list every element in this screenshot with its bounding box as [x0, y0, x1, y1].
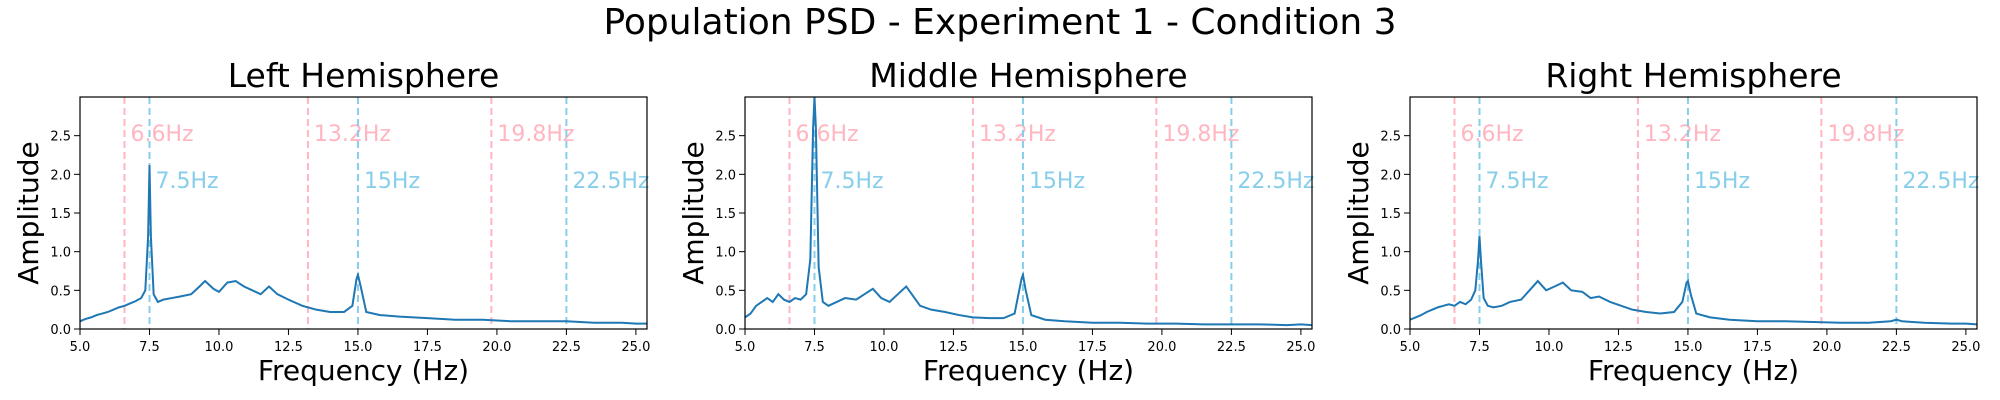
x-tick-label: 12.5 [1604, 340, 1633, 355]
psd-series-line [1410, 236, 1977, 326]
vline-label: 7.5Hz [820, 169, 883, 194]
x-tick-label: 22.5 [552, 340, 581, 355]
x-tick-label: 7.5 [804, 340, 825, 355]
y-tick-label: 2.0 [1380, 168, 1401, 183]
vline-label: 19.8Hz [497, 122, 574, 147]
x-tick-label: 15.0 [1008, 340, 1037, 355]
x-tick-label: 25.0 [1951, 340, 1980, 355]
x-tick-label: 25.0 [1286, 340, 1315, 355]
y-tick-label: 0.5 [1380, 284, 1401, 299]
y-tick-label: 0.0 [1380, 323, 1401, 338]
x-tick-label: 12.5 [274, 340, 303, 355]
vline-label: 19.8Hz [1162, 122, 1239, 147]
x-tick-label: 15.0 [1673, 340, 1702, 355]
y-tick-label: 1.5 [50, 207, 71, 222]
y-tick-label: 0.0 [715, 323, 736, 338]
x-tick-label: 20.0 [1147, 340, 1176, 355]
x-tick-label: 5.0 [70, 340, 91, 355]
subplot-title: Right Hemisphere [1545, 56, 1841, 95]
x-tick-label: 20.0 [482, 340, 511, 355]
vline-label: 22.5Hz [572, 169, 649, 194]
x-tick-label: 17.5 [1743, 340, 1772, 355]
y-tick-label: 1.5 [715, 207, 736, 222]
y-axis-label: Amplitude [1342, 141, 1375, 285]
x-axis-label: Frequency (Hz) [923, 354, 1134, 387]
y-tick-label: 1.0 [50, 246, 71, 261]
psd-series-line [80, 165, 647, 325]
vline-label: 15Hz [1694, 169, 1750, 194]
y-axis-label: Amplitude [677, 141, 710, 285]
x-tick-label: 5.0 [1400, 340, 1421, 355]
vline-label: 22.5Hz [1902, 169, 1979, 194]
x-tick-label: 10.0 [869, 340, 898, 355]
x-tick-label: 12.5 [939, 340, 968, 355]
y-axis-label: Amplitude [12, 141, 45, 285]
vline-label: 15Hz [364, 169, 420, 194]
x-axis-label: Frequency (Hz) [1588, 354, 1799, 387]
vline-label: 13.2Hz [1644, 122, 1721, 147]
vline-label: 19.8Hz [1827, 122, 1904, 147]
vline-label: 22.5Hz [1237, 169, 1314, 194]
y-tick-label: 0.0 [50, 323, 71, 338]
x-tick-label: 10.0 [204, 340, 233, 355]
x-tick-label: 15.0 [343, 340, 372, 355]
y-tick-label: 1.0 [715, 246, 736, 261]
subplot-0: Left Hemisphere 6.6Hz 13.2Hz 19.8Hz 7.5Hz 15H… [12, 56, 650, 387]
x-axis-label: Frequency (Hz) [258, 354, 469, 387]
psd-series-line [745, 97, 1312, 327]
vline-label: 7.5Hz [1485, 169, 1548, 194]
subplot-title: Middle Hemisphere [869, 56, 1187, 95]
y-tick-label: 2.5 [50, 130, 71, 145]
figure-title: Population PSD - Experiment 1 - Conditio… [603, 2, 1397, 43]
subplot-1: Middle Hemisphere 6.6Hz 13.2Hz 19.8Hz 7.5Hz 1… [677, 56, 1315, 387]
y-tick-label: 0.5 [50, 284, 71, 299]
vline-label: 6.6Hz [795, 122, 858, 147]
vline-label: 13.2Hz [979, 122, 1056, 147]
y-tick-label: 2.0 [50, 168, 71, 183]
subplot-2: Right Hemisphere 6.6Hz 13.2Hz 19.8Hz 7.5Hz 15… [1342, 56, 1980, 387]
x-tick-label: 7.5 [139, 340, 160, 355]
x-tick-label: 20.0 [1812, 340, 1841, 355]
vline-label: 15Hz [1029, 169, 1085, 194]
y-tick-label: 2.5 [1380, 130, 1401, 145]
y-tick-label: 2.0 [715, 168, 736, 183]
y-tick-label: 1.5 [1380, 207, 1401, 222]
y-tick-label: 1.0 [1380, 246, 1401, 261]
vline-label: 6.6Hz [130, 122, 193, 147]
y-tick-label: 0.5 [715, 284, 736, 299]
x-tick-label: 7.5 [1469, 340, 1490, 355]
vline-label: 13.2Hz [314, 122, 391, 147]
x-tick-label: 5.0 [735, 340, 756, 355]
x-tick-label: 10.0 [1534, 340, 1563, 355]
vline-label: 6.6Hz [1460, 122, 1523, 147]
x-tick-label: 25.0 [621, 340, 650, 355]
x-tick-label: 22.5 [1882, 340, 1911, 355]
y-tick-label: 2.5 [715, 130, 736, 145]
subplot-title: Left Hemisphere [228, 56, 500, 95]
x-tick-label: 17.5 [1078, 340, 1107, 355]
x-tick-label: 17.5 [413, 340, 442, 355]
x-tick-label: 22.5 [1217, 340, 1246, 355]
vline-label: 7.5Hz [155, 169, 218, 194]
